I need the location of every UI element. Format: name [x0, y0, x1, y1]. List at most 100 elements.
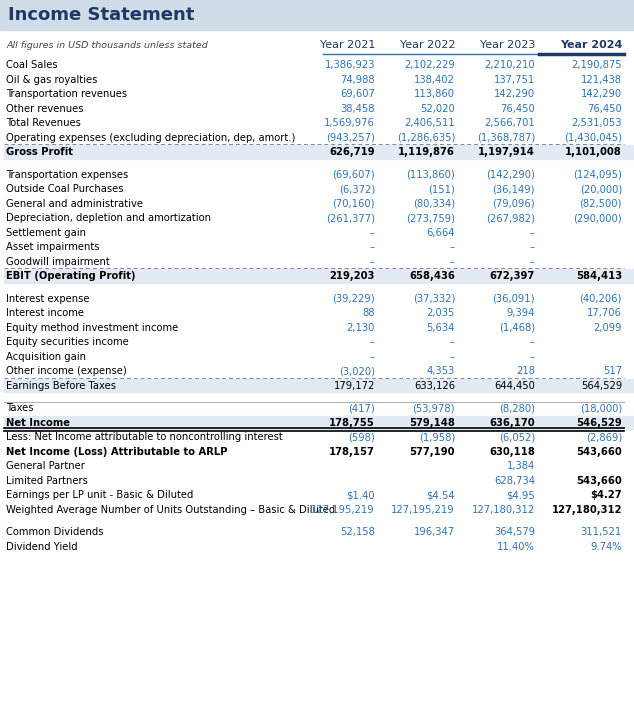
Text: (40,206): (40,206) [579, 294, 622, 304]
Text: (3,020): (3,020) [339, 366, 375, 376]
Text: Asset impairments: Asset impairments [6, 242, 100, 252]
Text: 364,579: 364,579 [494, 527, 535, 537]
Text: General Partner: General Partner [6, 461, 85, 471]
Text: $4.27: $4.27 [590, 490, 622, 500]
Text: 546,529: 546,529 [576, 418, 622, 428]
Text: 76,450: 76,450 [587, 104, 622, 114]
Text: (267,982): (267,982) [486, 213, 535, 223]
Text: 636,170: 636,170 [489, 418, 535, 428]
Text: Other revenues: Other revenues [6, 104, 84, 114]
Text: 579,148: 579,148 [409, 418, 455, 428]
Text: 52,020: 52,020 [420, 104, 455, 114]
Text: 178,157: 178,157 [329, 447, 375, 457]
Text: 2,210,210: 2,210,210 [484, 60, 535, 70]
Text: 142,290: 142,290 [494, 89, 535, 99]
Text: –: – [530, 228, 535, 238]
Text: 2,102,229: 2,102,229 [404, 60, 455, 70]
Text: (82,500): (82,500) [579, 199, 622, 209]
Text: Goodwill impairment: Goodwill impairment [6, 257, 110, 267]
Text: –: – [450, 242, 455, 252]
Text: (1,468): (1,468) [499, 323, 535, 333]
Text: Operating expenses (excluding depreciation, dep, amort.): Operating expenses (excluding depreciati… [6, 133, 295, 143]
Text: (1,286,635): (1,286,635) [397, 133, 455, 143]
Text: 196,347: 196,347 [414, 527, 455, 537]
Text: Gross Profit: Gross Profit [6, 147, 73, 157]
Text: 88: 88 [363, 308, 375, 318]
Text: 672,397: 672,397 [489, 271, 535, 281]
Text: 11.40%: 11.40% [497, 542, 535, 552]
Text: (273,759): (273,759) [406, 213, 455, 223]
Bar [4, 269, 634, 282]
Text: $4.95: $4.95 [507, 490, 535, 500]
Text: (53,978): (53,978) [413, 403, 455, 413]
Text: Year 2021: Year 2021 [320, 40, 375, 50]
Text: (37,332): (37,332) [413, 294, 455, 304]
Text: 1,569,976: 1,569,976 [324, 118, 375, 128]
Text: (39,229): (39,229) [332, 294, 375, 304]
Bar [4, 379, 634, 392]
Text: 584,413: 584,413 [576, 271, 622, 281]
Text: 2,406,511: 2,406,511 [404, 118, 455, 128]
Text: (8,280): (8,280) [499, 403, 535, 413]
Text: 1,384: 1,384 [507, 461, 535, 471]
Text: –: – [530, 242, 535, 252]
Text: Equity method investment income: Equity method investment income [6, 323, 178, 333]
Text: 1,386,923: 1,386,923 [325, 60, 375, 70]
Text: 577,190: 577,190 [410, 447, 455, 457]
Text: –: – [370, 352, 375, 362]
Text: 52,158: 52,158 [340, 527, 375, 537]
Text: Interest income: Interest income [6, 308, 84, 318]
Text: Taxes: Taxes [6, 403, 34, 413]
Text: Limited Partners: Limited Partners [6, 476, 88, 485]
Text: Less: Net Income attributable to noncontrolling interest: Less: Net Income attributable to noncont… [6, 432, 283, 442]
Text: 142,290: 142,290 [581, 89, 622, 99]
Text: Year 2022: Year 2022 [399, 40, 455, 50]
Text: 2,099: 2,099 [593, 323, 622, 333]
Text: Income Statement: Income Statement [8, 6, 195, 24]
Text: Depreciation, depletion and amortization: Depreciation, depletion and amortization [6, 213, 211, 223]
Text: Weighted Average Number of Units Outstanding – Basic & Diluted: Weighted Average Number of Units Outstan… [6, 505, 335, 515]
Text: 543,660: 543,660 [576, 476, 622, 485]
Text: (6,372): (6,372) [339, 184, 375, 194]
Text: Coal Sales: Coal Sales [6, 60, 58, 70]
Text: (598): (598) [348, 432, 375, 442]
Text: (290,000): (290,000) [573, 213, 622, 223]
Text: (943,257): (943,257) [326, 133, 375, 143]
Text: 543,660: 543,660 [576, 447, 622, 457]
Text: (36,149): (36,149) [493, 184, 535, 194]
Text: 138,402: 138,402 [414, 75, 455, 85]
Text: Year 2024: Year 2024 [560, 40, 622, 50]
Text: (36,091): (36,091) [493, 294, 535, 304]
Text: –: – [370, 257, 375, 267]
Text: (18,000): (18,000) [579, 403, 622, 413]
Text: –: – [450, 352, 455, 362]
Text: General and administrative: General and administrative [6, 199, 143, 209]
Text: 4,353: 4,353 [427, 366, 455, 376]
Text: 628,734: 628,734 [494, 476, 535, 485]
Text: (1,958): (1,958) [418, 432, 455, 442]
Text: Interest expense: Interest expense [6, 294, 89, 304]
Text: 633,126: 633,126 [414, 381, 455, 391]
Text: 517: 517 [603, 366, 622, 376]
Text: 1,119,876: 1,119,876 [398, 147, 455, 157]
Text: 69,607: 69,607 [340, 89, 375, 99]
Text: (2,869): (2,869) [586, 432, 622, 442]
Text: Net Income (Loss) Attributable to ARLP: Net Income (Loss) Attributable to ARLP [6, 447, 228, 457]
Text: –: – [530, 352, 535, 362]
Text: (113,860): (113,860) [406, 170, 455, 180]
Text: –: – [450, 257, 455, 267]
Text: –: – [450, 337, 455, 347]
Bar [4, 145, 634, 158]
Text: Transportation expenses: Transportation expenses [6, 170, 128, 180]
Text: (151): (151) [428, 184, 455, 194]
Text: $4.54: $4.54 [427, 490, 455, 500]
Text: Other income (expense): Other income (expense) [6, 366, 127, 376]
Text: –: – [370, 337, 375, 347]
Text: 137,751: 137,751 [494, 75, 535, 85]
Text: EBIT (Operating Profit): EBIT (Operating Profit) [6, 271, 136, 281]
Bar [4, 415, 634, 429]
Text: Oil & gas royalties: Oil & gas royalties [6, 75, 98, 85]
Text: (70,160): (70,160) [332, 199, 375, 209]
Text: Acquisition gain: Acquisition gain [6, 352, 86, 362]
Text: –: – [530, 337, 535, 347]
